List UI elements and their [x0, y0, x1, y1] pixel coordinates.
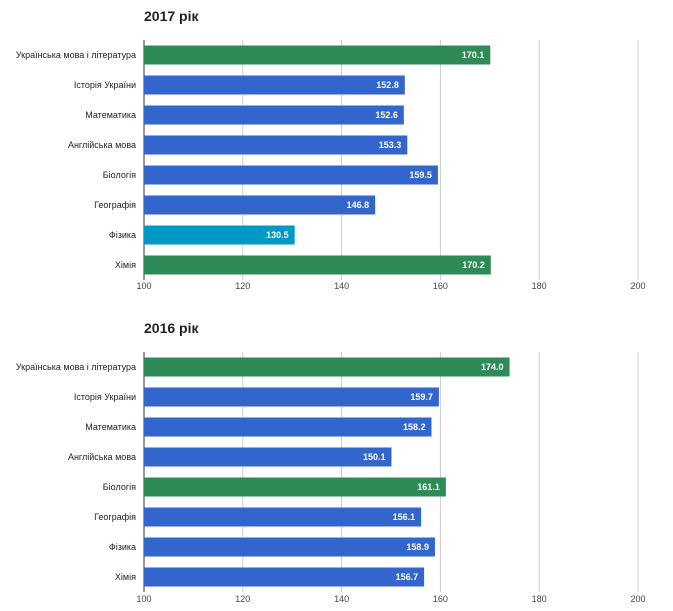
x-tick-label: 120 — [235, 281, 250, 291]
bar-chart-2017: 100 120 140 160 180 200 Українська мова і літе… — [16, 40, 646, 291]
category-label: Географія — [94, 200, 136, 210]
data-label: 161.1 — [417, 482, 440, 492]
category-label: Історія України — [74, 80, 136, 90]
bar — [144, 387, 439, 407]
bar — [144, 105, 404, 125]
bar — [144, 357, 510, 377]
category-label: Біологія — [103, 482, 136, 492]
bar — [144, 45, 491, 65]
category-label: Біологія — [103, 170, 136, 180]
category-label: Українська мова і література — [16, 50, 136, 60]
bar — [144, 165, 438, 185]
data-label: 174.0 — [481, 362, 504, 372]
data-label: 158.2 — [403, 422, 426, 432]
x-tick-label: 180 — [532, 281, 547, 291]
x-tick-label: 140 — [334, 594, 349, 604]
data-label: 159.5 — [409, 170, 432, 180]
data-label: 156.1 — [393, 512, 416, 522]
bar — [144, 477, 446, 497]
bar — [144, 537, 435, 557]
x-tick-label: 180 — [532, 594, 547, 604]
data-label: 158.9 — [406, 542, 429, 552]
category-label: Фізика — [109, 542, 136, 552]
category-label: Математика — [85, 422, 136, 432]
data-label: 152.6 — [375, 110, 398, 120]
category-label: Математика — [85, 110, 136, 120]
bar — [144, 255, 491, 275]
data-label: 152.8 — [376, 80, 399, 90]
chart-title: 2016 рік — [144, 320, 199, 336]
data-label: 146.8 — [347, 200, 370, 210]
data-label: 156.7 — [396, 572, 419, 582]
x-tick-label: 100 — [136, 594, 151, 604]
data-label: 159.7 — [410, 392, 433, 402]
x-tick-label: 200 — [630, 594, 645, 604]
category-label: Хімія — [115, 260, 136, 270]
data-label: 130.5 — [266, 230, 289, 240]
x-tick-label: 160 — [433, 281, 448, 291]
bar — [144, 225, 295, 245]
x-tick-label: 120 — [235, 594, 250, 604]
category-label: Географія — [94, 512, 136, 522]
category-label: Англійська мова — [68, 140, 136, 150]
data-label: 170.2 — [462, 260, 485, 270]
data-label: 150.1 — [363, 452, 386, 462]
bar — [144, 507, 422, 527]
category-label: Англійська мова — [68, 452, 136, 462]
chart-2017: 2017 рік 100 120 140 160 180 200 Українська мо… — [0, 0, 673, 300]
category-label: Фізика — [109, 230, 136, 240]
bar — [144, 135, 408, 155]
bar — [144, 195, 376, 215]
chart-2016: 2016 рік 100 120 140 160 180 200 Українська мо… — [0, 312, 673, 611]
data-label: 170.1 — [462, 50, 485, 60]
bar — [144, 417, 432, 437]
category-label: Історія України — [74, 392, 136, 402]
category-label: Хімія — [115, 572, 136, 582]
x-tick-label: 140 — [334, 281, 349, 291]
bar — [144, 447, 392, 467]
x-tick-label: 160 — [433, 594, 448, 604]
bar — [144, 75, 405, 95]
bar-chart-2016: 100 120 140 160 180 200 Українська мова і літе… — [16, 352, 646, 604]
x-tick-label: 100 — [136, 281, 151, 291]
bar — [144, 567, 425, 587]
category-label: Українська мова і література — [16, 362, 136, 372]
data-label: 153.3 — [379, 140, 402, 150]
chart-title: 2017 рік — [144, 8, 199, 24]
x-tick-label: 200 — [630, 281, 645, 291]
